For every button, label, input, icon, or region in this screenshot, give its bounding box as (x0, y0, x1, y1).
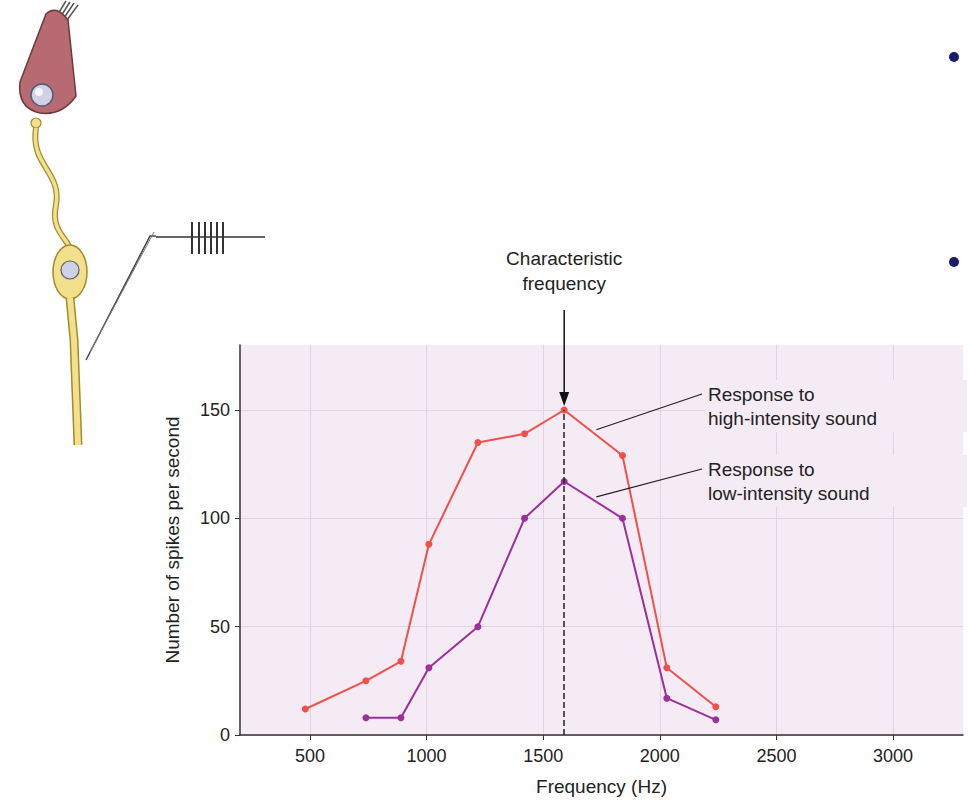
svg-text:2500: 2500 (756, 746, 796, 766)
svg-text:Frequency (Hz): Frequency (Hz) (536, 776, 667, 797)
svg-text:100: 100 (200, 508, 230, 528)
svg-text:Characteristic: Characteristic (506, 248, 622, 269)
svg-text:Response to: Response to (708, 384, 815, 405)
svg-text:500: 500 (295, 746, 325, 766)
svg-text:1500: 1500 (523, 746, 563, 766)
svg-text:0: 0 (220, 725, 230, 745)
svg-text:3000: 3000 (873, 746, 913, 766)
svg-text:low-intensity sound: low-intensity sound (708, 483, 870, 504)
svg-text:50: 50 (210, 617, 230, 637)
svg-text:2000: 2000 (640, 746, 680, 766)
svg-text:Response to: Response to (708, 459, 815, 480)
svg-text:1000: 1000 (407, 746, 447, 766)
svg-text:high-intensity sound: high-intensity sound (708, 408, 877, 429)
svg-text:frequency: frequency (522, 273, 606, 294)
svg-text:150: 150 (200, 400, 230, 420)
svg-text:Number of spikes per second: Number of spikes per second (162, 416, 183, 663)
